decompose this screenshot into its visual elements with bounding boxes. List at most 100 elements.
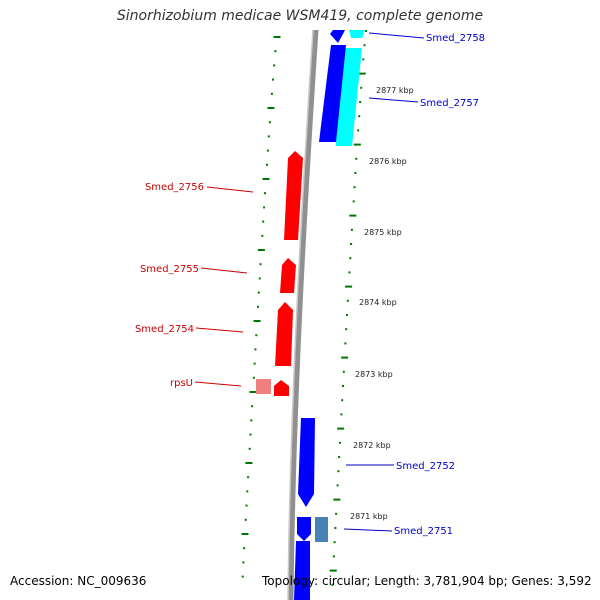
major-tick [273, 36, 281, 38]
gene-label-smed-2755[interactable]: Smed_2755 [140, 264, 199, 275]
minor-tick [250, 419, 253, 422]
minor-tick [251, 405, 254, 408]
minor-tick [340, 413, 343, 416]
scale-label-2877: 2877 kbp [376, 86, 414, 95]
minor-tick [267, 135, 270, 138]
major-tick [341, 356, 349, 359]
gene-label-smed-2758[interactable]: Smed_2758 [426, 33, 485, 44]
gene-rpsu[interactable] [256, 379, 289, 396]
gene-label-smed-2754[interactable]: Smed_2754 [135, 324, 194, 335]
major-tick [329, 569, 337, 572]
inner-tick-track [329, 30, 367, 586]
major-tick [353, 143, 361, 146]
outer-tick-track [241, 36, 281, 578]
accession-text: Accession: NC_009636 [10, 574, 147, 588]
minor-tick [245, 504, 248, 507]
minor-tick [352, 200, 355, 203]
major-tick [345, 285, 353, 288]
minor-tick [253, 362, 256, 365]
gene-smed-2752[interactable] [298, 418, 315, 507]
minor-tick [342, 385, 344, 387]
minor-tick [257, 305, 259, 308]
minor-tick [259, 263, 262, 266]
minor-tick [358, 115, 361, 118]
minor-tick [268, 121, 271, 124]
minor-tick [242, 561, 245, 564]
map-title: Sinorhizobium medicae WSM419, complete g… [116, 8, 484, 24]
major-tick [249, 391, 257, 393]
minor-tick [265, 163, 268, 166]
major-tick [253, 320, 261, 322]
gene-smed-2757[interactable] [319, 45, 362, 146]
minor-tick [272, 78, 274, 81]
minor-tick [258, 277, 261, 280]
minor-tick [349, 257, 352, 260]
minor-tick [350, 243, 353, 245]
minor-tick [331, 583, 334, 586]
gene-label-smed-2756[interactable]: Smed_2756 [145, 182, 204, 193]
minor-tick [247, 476, 250, 479]
minor-tick [255, 334, 258, 337]
gene-smed-2758[interactable] [330, 30, 365, 43]
minor-tick [348, 271, 351, 274]
minor-tick [332, 555, 335, 558]
gene-smed-2756[interactable] [284, 151, 303, 240]
leader-smed-2755 [200, 267, 248, 274]
minor-tick [264, 192, 266, 195]
leader-smed-2757 [368, 97, 419, 103]
minor-tick [346, 299, 349, 302]
scale-label-2873: 2873 kbp [355, 370, 393, 379]
minor-tick [266, 149, 269, 152]
minor-tick [243, 547, 246, 550]
minor-tick [338, 456, 341, 458]
minor-tick [360, 86, 363, 89]
major-tick [267, 107, 275, 109]
minor-tick [246, 490, 249, 493]
minor-tick [338, 441, 341, 444]
minor-tick [270, 92, 273, 95]
minor-tick [254, 348, 257, 351]
minor-tick [273, 64, 276, 67]
major-tick [241, 533, 249, 535]
minor-tick [342, 370, 345, 373]
backbone [287, 29, 319, 600]
gene-smed-2755[interactable] [280, 258, 296, 293]
minor-tick [334, 527, 337, 529]
major-tick [333, 498, 341, 501]
gene-smed-2754[interactable] [275, 302, 293, 366]
minor-tick [249, 433, 252, 436]
minor-tick [248, 447, 251, 450]
gene-label-rpsu[interactable]: rpsU [170, 378, 193, 389]
minor-tick [274, 50, 277, 53]
minor-tick [257, 291, 260, 294]
scale-label-2875: 2875 kbp [364, 228, 402, 237]
minor-tick [365, 30, 367, 32]
minor-tick [336, 484, 339, 487]
leader-smed-2754 [195, 327, 244, 333]
genome-summary-text: Topology: circular; Length: 3,781,904 bp… [262, 574, 592, 588]
gene-smed-2751[interactable] [294, 517, 328, 600]
leader-smed-2751 [343, 528, 393, 532]
minor-tick [241, 575, 244, 578]
minor-tick [252, 376, 255, 379]
minor-tick [353, 186, 356, 189]
minor-tick [345, 328, 348, 331]
scale-label-2874: 2874 kbp [359, 298, 397, 307]
gene-label-smed-2757[interactable]: Smed_2757 [420, 98, 479, 109]
scale-label-2871: 2871 kbp [350, 512, 388, 521]
minor-tick [359, 101, 362, 103]
minor-tick [346, 314, 348, 316]
scale-label-2872: 2872 kbp [353, 441, 391, 450]
scale-label-2876: 2876 kbp [369, 157, 407, 166]
gene-label-smed-2752[interactable]: Smed_2752 [396, 461, 455, 472]
gene-label-smed-2751[interactable]: Smed_2751 [394, 526, 453, 537]
minor-tick [262, 220, 265, 223]
minor-tick [357, 129, 360, 132]
major-tick [245, 462, 253, 464]
major-tick [349, 214, 357, 217]
minor-tick [335, 512, 338, 515]
major-tick [337, 427, 345, 430]
minor-tick [263, 206, 266, 209]
minor-tick [354, 172, 357, 174]
